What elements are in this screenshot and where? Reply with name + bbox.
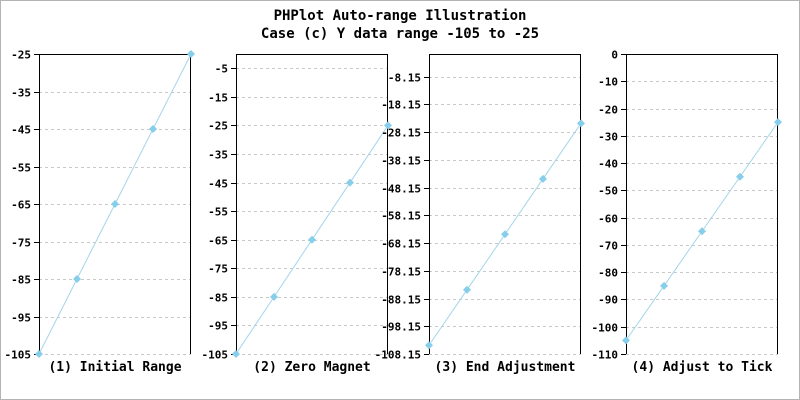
y-tick-label: -65 [11,199,31,212]
y-tick-label: -35 [11,87,31,100]
data-point-marker [660,281,668,290]
y-tick-label: -10 [598,76,618,89]
subplot-title: (3) End Adjustment [435,360,576,375]
data-point-marker [622,336,630,345]
y-tick-label: -78.15 [381,266,421,279]
y-tick-label: -15 [208,92,228,105]
y-tick-label: -55 [11,162,31,175]
data-point-marker [346,178,354,187]
y-tick-label: -25 [11,49,31,62]
y-tick-label: -75 [208,263,228,276]
y-tick-label: -28.15 [381,127,421,140]
y-tick-label: -108.15 [375,349,421,362]
subplot-1: -25 -35 -45 -55 -65 -75 -85 -95 -105 (1) Initial … [5,49,195,375]
data-point-marker [698,227,706,236]
y-tick-label: -95 [208,320,228,333]
y-tick-label: -88.15 [381,294,421,307]
y-tick-label: -18.15 [381,99,421,112]
subplot-4: 0 -10 -20 -30 -40 -50 -60 -70 -80 -90 -100 -110 (4) … [592,49,782,375]
y-tick-label: -38.15 [381,155,421,168]
y-tick-label: -98.15 [381,321,421,334]
chart-title-line1: PHPlot Auto-range Illustration [273,8,527,24]
y-tick-label: -55 [208,206,228,219]
y-tick-label: 0 [611,49,618,62]
y-tick-label: -110 [592,349,619,362]
data-point-marker [425,341,433,350]
y-tick-label: -105 [202,349,229,362]
data-point-marker [111,200,119,208]
data-point-marker [73,275,81,283]
y-tick-label: -50 [598,185,618,198]
y-tick-label: -70 [598,240,618,253]
y-tick-label: -65 [208,235,228,248]
subplot-2: -5 -15 -25 -35 -45 -55 -65 -75 -85 -95 -105 (2) Zer… [202,54,392,375]
y-tick-label: -45 [11,124,31,137]
y-tick-label: -45 [208,178,228,191]
y-tick-label: -35 [208,149,228,162]
data-point-marker [463,285,471,294]
y-tick-label: -90 [598,294,618,307]
data-point-marker [149,125,157,133]
data-point-marker [384,121,392,130]
y-tick-label: -80 [598,267,618,280]
subplot-title: (2) Zero Magnet [253,360,370,375]
y-tick-label: -60 [598,213,618,226]
subplot-3: -8.15 -18.15 -28.15 -38.15 -48.15 -58.15 -68.1… [375,54,585,375]
y-tick-label: -5 [215,63,228,76]
y-tick-label: -30 [598,131,618,144]
subplot-title: (4) Adjust to Tick [632,360,773,375]
data-point-marker [270,292,278,301]
y-tick-label: -40 [598,158,618,171]
data-point-marker [35,350,43,358]
data-point-marker [577,119,585,128]
y-tick-label: -48.15 [381,183,421,196]
data-point-marker [308,235,316,244]
y-tick-label: -85 [11,274,31,287]
data-point-marker [736,172,744,181]
data-point-marker [501,230,509,239]
y-tick-label: -58.15 [381,210,421,223]
y-tick-label: -100 [592,322,619,335]
data-point-marker [539,174,547,183]
y-tick-label: -85 [208,292,228,305]
y-tick-label: -105 [5,349,32,362]
data-point-marker [232,350,240,358]
data-point-marker [187,50,195,58]
chart-title: PHPlot Auto-range Illustration Case (c) … [1,7,799,43]
y-tick-label: -68.15 [381,238,421,251]
y-tick-label: -25 [208,120,228,133]
y-tick-label: -95 [11,312,31,325]
subplot-title: (1) Initial Range [48,360,181,375]
y-tick-label: -8.15 [388,72,421,85]
chart-title-line2: Case (c) Y data range -105 to -25 [260,26,540,42]
data-point-marker [774,118,782,127]
y-tick-label: -20 [598,104,618,117]
y-tick-label: -75 [11,237,31,250]
